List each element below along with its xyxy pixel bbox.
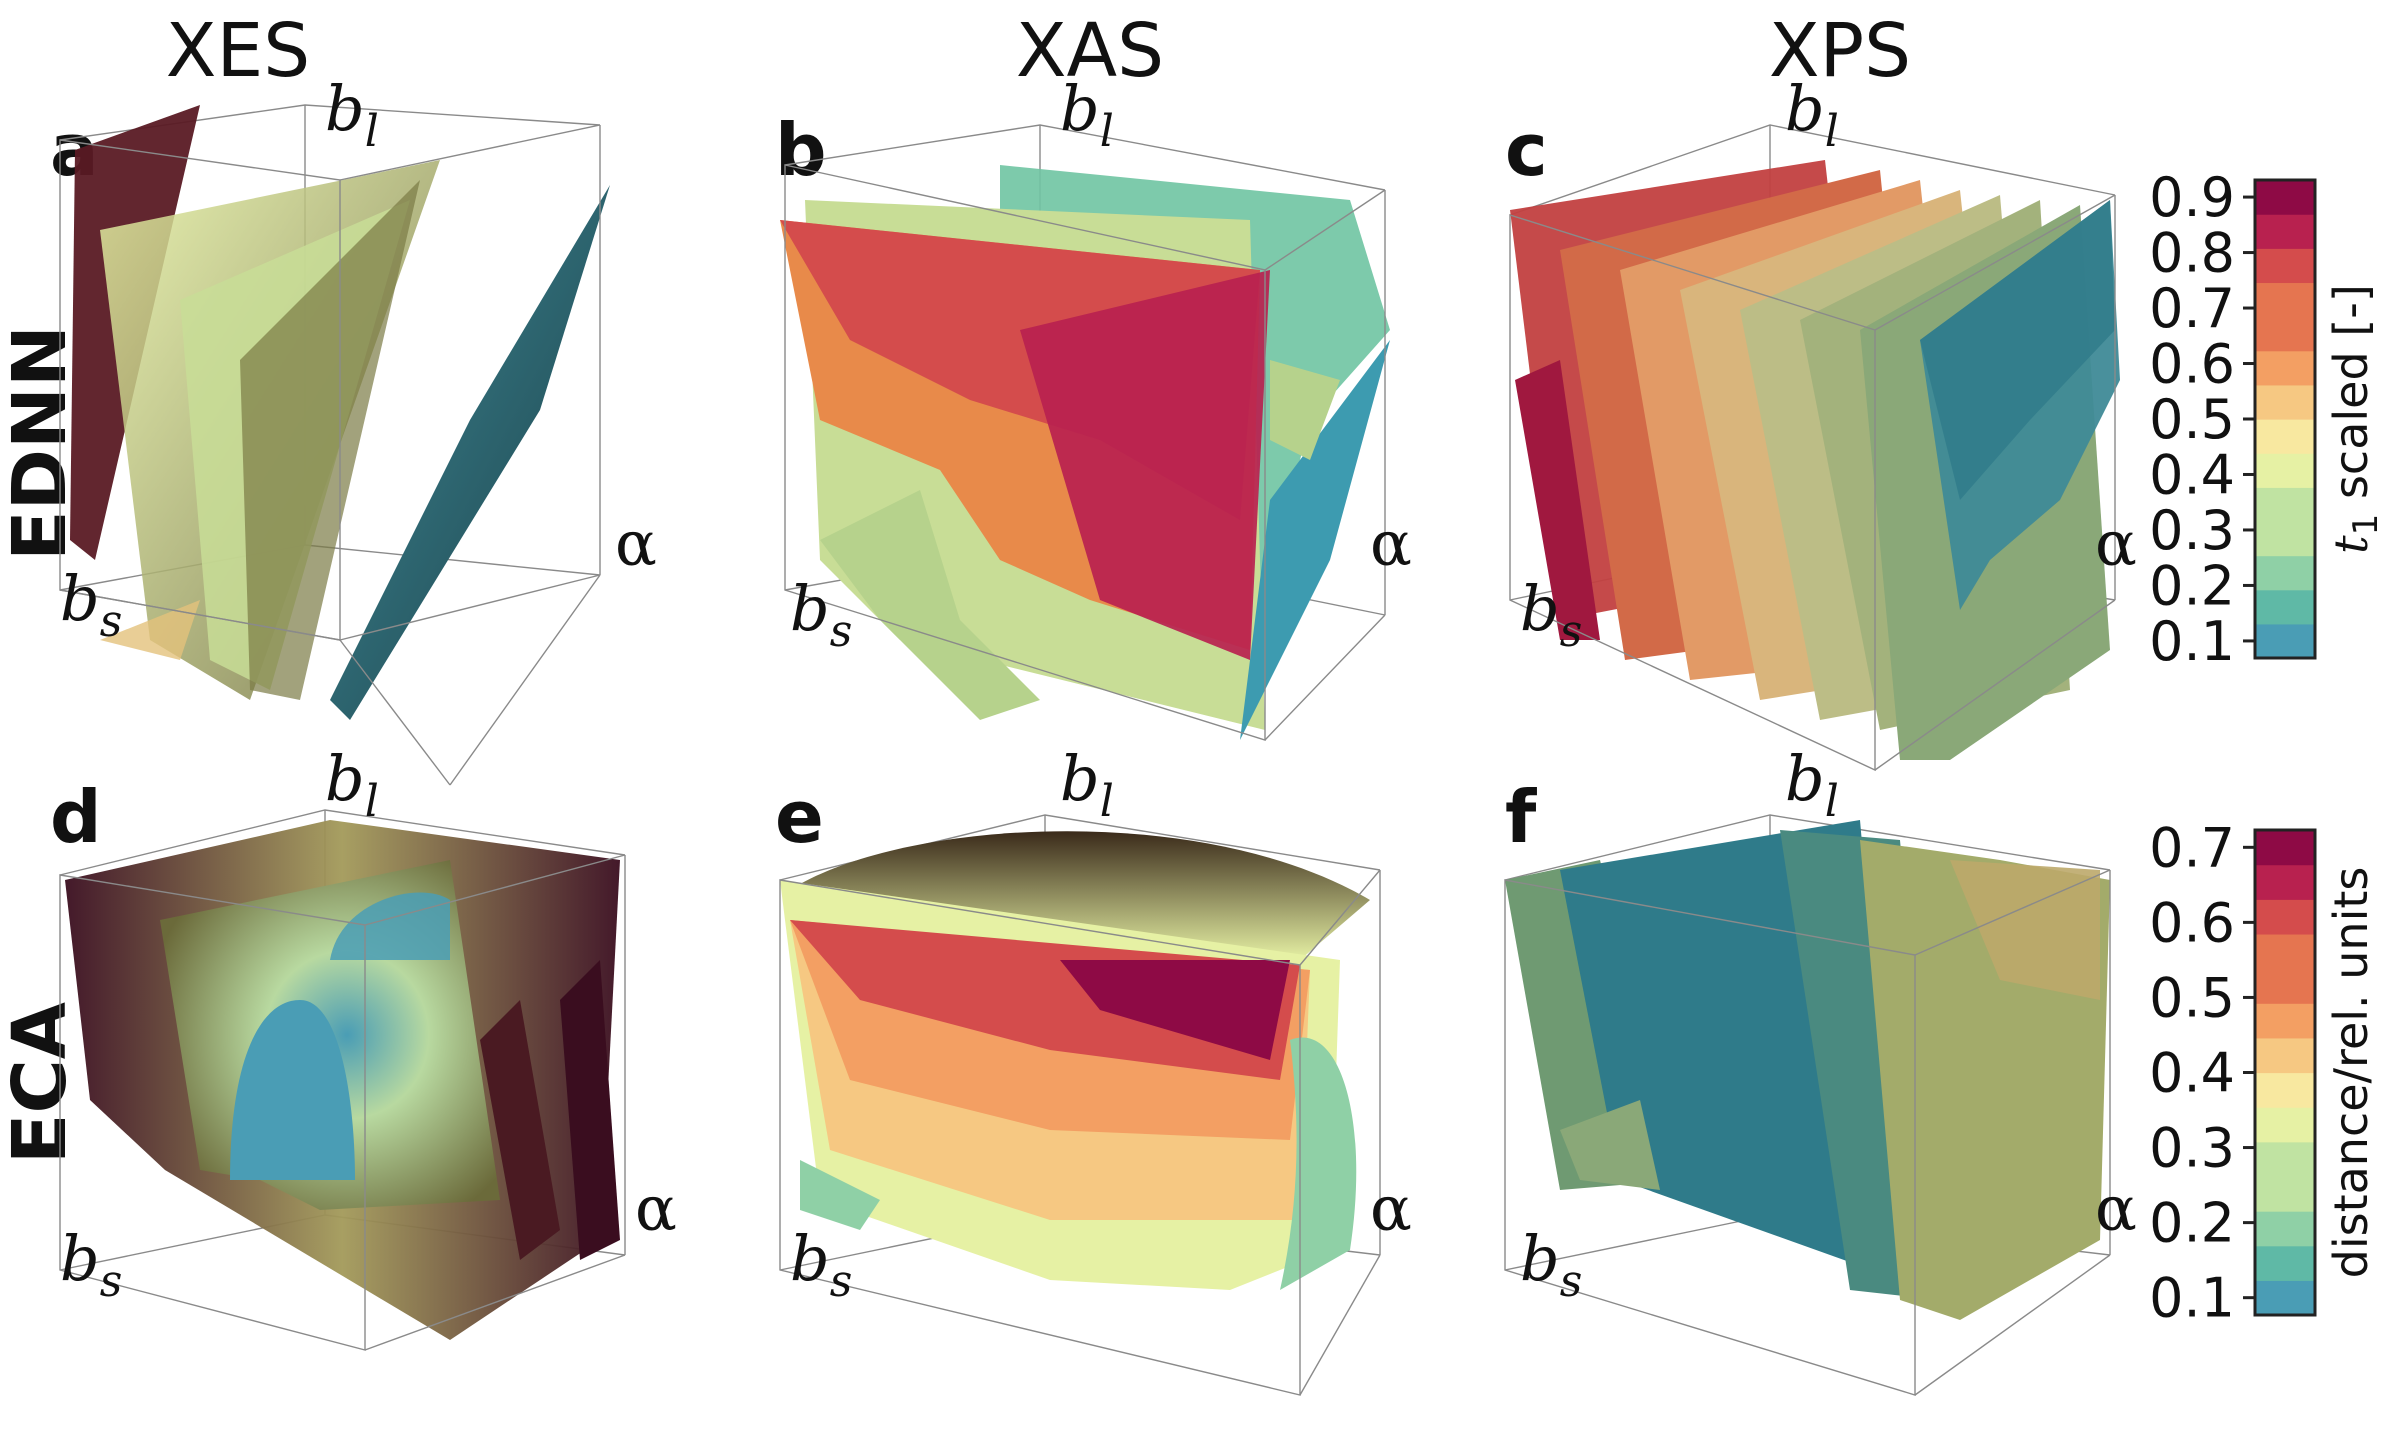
panel-f-axis-alpha: α: [2095, 1172, 2137, 1245]
colorbar-0-segment: [2255, 180, 2315, 215]
column-title-xes: XES: [165, 8, 311, 94]
colorbar-1-segment: [2255, 1107, 2315, 1143]
column-title-xps: XPS: [1768, 8, 1912, 94]
panel-f-surfaces: [1505, 820, 2110, 1320]
panel-d-box-front: [59, 854, 626, 1351]
panel-c-axis-bs: bs: [1520, 572, 1582, 657]
colorbar-0-segment: [2255, 282, 2315, 318]
colorbar-1-tick-label: 0.1: [2149, 1267, 2235, 1330]
panel-e-surfaces: [780, 831, 1370, 1290]
panel-a-axis-bs: bs: [60, 562, 122, 647]
colorbar-0-segment: [2255, 316, 2315, 352]
colorbar-0-segment: [2255, 453, 2315, 488]
colorbar-1-tick-label: 0.6: [2149, 891, 2235, 954]
panel-a-axis-bl: bl: [325, 72, 379, 157]
colorbar-0-segment: [2255, 384, 2315, 420]
colorbar-0-tick-label: 0.8: [2149, 222, 2235, 285]
colorbar-1-segment: [2255, 899, 2315, 935]
colorbar-0-segment: [2255, 589, 2315, 625]
panel-letter-b: b: [775, 108, 827, 192]
panel-a-axis-alpha: α: [615, 507, 657, 580]
colorbar-1-segment: [2255, 933, 2315, 970]
panel-c-box-front: [1509, 194, 2116, 772]
panel-e-box-front: [779, 869, 1381, 1396]
panel-a-surfaces: [70, 105, 610, 720]
colorbar-1-segment: [2255, 1141, 2315, 1178]
panel-a-box-front: [59, 124, 601, 786]
panel-letter-e: e: [775, 775, 824, 859]
panel-c-axis-bl: bl: [1785, 72, 1839, 157]
colorbar-0-tick-label: 0.4: [2149, 443, 2235, 506]
colorbar-1-tick-label: 0.2: [2149, 1192, 2235, 1255]
panel-b-axis-bs: bs: [790, 572, 852, 657]
panel-f-axis-bl: bl: [1785, 742, 1839, 827]
panel-b-surfaces: [780, 165, 1390, 740]
colorbar-0-segment: [2255, 623, 2315, 659]
colorbar-eca: 0.1 0.2 0.3 0.4 0.5 0.6 0.7 distance/rel. units: [2149, 816, 2378, 1329]
colorbar-0-segment: [2255, 214, 2315, 249]
colorbar-1-segment: [2255, 1003, 2315, 1039]
colorbar-1-segment: [2255, 968, 2315, 1004]
panel-letter-c: c: [1505, 108, 1548, 192]
panel-d-surfaces: [65, 820, 620, 1340]
colorbar-0-segment: [2255, 419, 2315, 454]
colorbar-1-tick-label: 0.7: [2149, 816, 2235, 879]
colorbar-0-tick-label: 0.5: [2149, 388, 2235, 451]
panel-b-axis-alpha: α: [1370, 507, 1412, 580]
colorbar-1-segment: [2255, 1176, 2315, 1212]
colorbar-1-tick-label: 0.3: [2149, 1117, 2235, 1180]
colorbar-0-tick-label: 0.9: [2149, 166, 2235, 229]
column-title-xas: XAS: [1015, 8, 1165, 94]
panel-letter-d: d: [50, 775, 102, 859]
colorbar-0-segment: [2255, 248, 2315, 284]
panel-b-box-front: [784, 164, 1386, 741]
panel-f-box-front: [1504, 869, 2111, 1396]
panel-d-axis-bl: bl: [325, 742, 379, 827]
colorbar-ednn: 0.10.20.30.40.50.60.70.80.9 t1 scaled [-]: [2149, 166, 2382, 673]
panel-b-axis-bl: bl: [1060, 72, 1114, 157]
colorbar-0-tick-label: 0.7: [2149, 277, 2235, 340]
panel-b: bl bs α: [780, 72, 1412, 741]
colorbar-1-segment: [2255, 864, 2315, 900]
colorbar-0-label: t1 scaled [-]: [2324, 284, 2382, 554]
panel-e-axis-alpha: α: [1370, 1172, 1412, 1245]
panel-d-axis-alpha: α: [635, 1172, 677, 1245]
colorbar-1-segment: [2255, 1280, 2315, 1316]
panel-f: bl bs α: [1504, 742, 2137, 1396]
panel-c: bl bs α: [1509, 72, 2137, 772]
colorbar-0-segment: [2255, 350, 2315, 386]
colorbar-1-segment: [2255, 1211, 2315, 1247]
panel-c-axis-alpha: α: [2095, 507, 2137, 580]
panel-e-axis-bs: bs: [790, 1222, 852, 1307]
panel-d-axis-bs: bs: [60, 1222, 122, 1307]
colorbar-1-segment: [2255, 1037, 2315, 1074]
colorbar-0-tick-label: 0.3: [2149, 499, 2235, 562]
colorbar-1-tick-label: 0.4: [2149, 1042, 2235, 1105]
colorbar-1-segment: [2255, 830, 2315, 866]
panel-c-surfaces: [1510, 160, 2120, 760]
colorbar-1-segment: [2255, 1072, 2315, 1108]
colorbar-0-tick-label: 0.6: [2149, 333, 2235, 396]
colorbar-0-tick-label: 0.2: [2149, 554, 2235, 617]
panel-letter-f: f: [1505, 775, 1537, 859]
colorbar-0-tick-label: 0.1: [2149, 610, 2235, 673]
colorbar-1-tick-label: 0.5: [2149, 966, 2235, 1029]
colorbar-0-segment: [2255, 487, 2315, 523]
colorbar-0-segment: [2255, 555, 2315, 591]
colorbar-1-segment: [2255, 1245, 2315, 1281]
panel-d: bl bs α: [59, 742, 677, 1351]
colorbar-1-label: distance/rel. units: [2324, 867, 2378, 1279]
panel-e: bl bs α: [779, 742, 1412, 1396]
panel-f-axis-bs: bs: [1520, 1222, 1582, 1307]
panel-a: bl bs α: [59, 72, 657, 786]
colorbar-0-segment: [2255, 521, 2315, 557]
panel-e-axis-bl: bl: [1060, 742, 1114, 827]
